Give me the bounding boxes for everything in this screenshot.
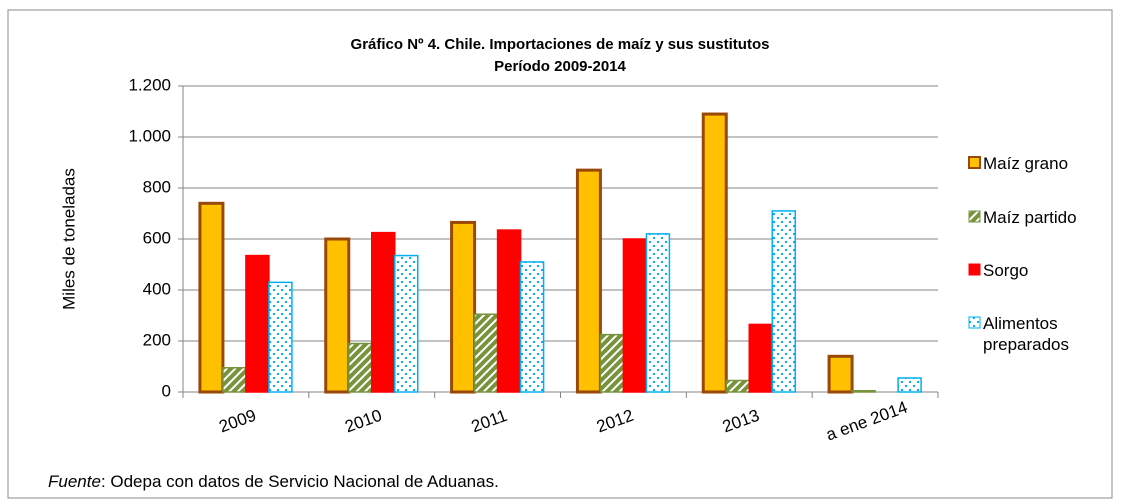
y-tick-label: 0 [162,381,171,400]
x-tick-label: 2012 [594,406,636,437]
bar [496,229,522,393]
bar [473,313,499,393]
y-tick-label: 1.200 [128,75,171,94]
x-tick-label: 2011 [469,406,510,436]
legend-swatch [968,316,981,329]
chart-subtitle: Período 2009-2014 [494,58,626,75]
y-tick-label: 600 [143,228,171,247]
bar [222,367,247,393]
legend-swatch [968,263,981,276]
bar [348,342,373,393]
legend-label: Maíz partido [983,208,1077,227]
x-tick-label: a ene 2014 [824,398,910,445]
bar [599,333,625,393]
x-tick-label: 2013 [720,406,762,437]
legend-label: Alimentos preparados [983,314,1070,354]
bar [622,238,648,393]
legend-label: Maíz grano [983,154,1069,173]
bar [748,323,773,393]
bar [725,379,750,393]
bar [324,237,351,394]
source-note: Fuente: Odepa con datos de Servicio Naci… [48,472,499,492]
legend-swatch [968,156,981,169]
y-tick-label: 800 [143,177,171,196]
bar [371,231,396,393]
bar [645,233,671,393]
bar [851,389,876,393]
legend-swatch [968,210,981,223]
bar [827,354,854,394]
bar [394,254,419,393]
y-tick-label: 200 [143,330,171,349]
source-label: Fuente [48,472,101,491]
x-tick-label: 2010 [342,406,384,437]
bar [450,220,477,394]
y-tick-label: 400 [143,279,171,298]
bar [701,112,728,394]
source-text: : Odepa con datos de Servicio Nacional d… [100,472,499,491]
bar [245,254,270,393]
bar [897,377,922,393]
bar [575,168,602,394]
bar [268,281,293,393]
y-tick-label: 1.000 [128,126,171,145]
bar [198,201,225,394]
chart-border [7,9,1113,499]
x-tick-label: 2009 [217,406,259,437]
chart-title: Gráfico Nº 4. Chile. Importaciones de ma… [351,36,770,53]
legend-label: Sorgo [983,261,1029,280]
bar [771,210,796,393]
bar [519,261,545,393]
y-axis-label: Miles de toneladas [59,168,78,310]
